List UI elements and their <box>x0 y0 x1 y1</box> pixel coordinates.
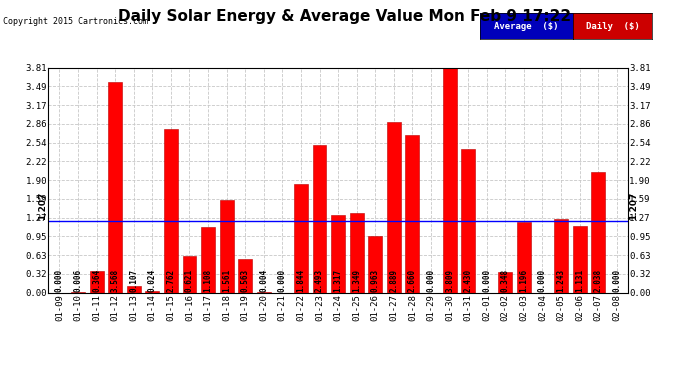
Text: 0.000: 0.000 <box>538 269 547 292</box>
Text: 3.809: 3.809 <box>445 269 454 292</box>
Bar <box>183 256 197 292</box>
Text: 0.000: 0.000 <box>482 269 491 292</box>
Text: 0.621: 0.621 <box>185 269 194 292</box>
Bar <box>331 215 345 292</box>
Bar <box>406 135 420 292</box>
Text: Copyright 2015 Cartronics.com: Copyright 2015 Cartronics.com <box>3 17 148 26</box>
Text: 1.207: 1.207 <box>38 192 47 220</box>
Text: 1.844: 1.844 <box>297 269 306 292</box>
Bar <box>146 291 159 292</box>
Text: 0.963: 0.963 <box>371 269 380 292</box>
Bar <box>201 227 215 292</box>
Text: 2.660: 2.660 <box>408 269 417 292</box>
Text: Average  ($): Average ($) <box>494 22 558 31</box>
Text: 2.038: 2.038 <box>593 269 602 292</box>
Bar <box>313 145 326 292</box>
Text: 1.108: 1.108 <box>204 269 213 292</box>
Text: 0.563: 0.563 <box>241 269 250 292</box>
Bar <box>498 272 512 292</box>
Bar <box>554 219 568 292</box>
Text: 0.000: 0.000 <box>612 269 621 292</box>
Text: 0.024: 0.024 <box>148 269 157 292</box>
Bar <box>368 236 382 292</box>
Text: 3.568: 3.568 <box>110 269 119 292</box>
Text: 0.006: 0.006 <box>74 269 83 292</box>
Text: 2.762: 2.762 <box>166 269 175 292</box>
Text: 0.000: 0.000 <box>278 269 287 292</box>
Text: 1.196: 1.196 <box>520 269 529 292</box>
Text: 1.561: 1.561 <box>222 269 231 292</box>
Bar <box>238 259 252 292</box>
Bar <box>591 172 605 292</box>
Bar <box>573 226 586 292</box>
Bar <box>517 222 531 292</box>
Bar <box>350 213 364 292</box>
Text: 0.000: 0.000 <box>426 269 435 292</box>
Bar <box>387 122 401 292</box>
Text: 2.493: 2.493 <box>315 269 324 292</box>
Bar <box>108 82 122 292</box>
Text: 0.004: 0.004 <box>259 269 268 292</box>
Text: 0.000: 0.000 <box>55 269 64 292</box>
Text: 2.430: 2.430 <box>464 269 473 292</box>
Text: 1.317: 1.317 <box>333 269 343 292</box>
Text: 1.349: 1.349 <box>352 269 361 292</box>
Text: 0.107: 0.107 <box>129 269 138 292</box>
Text: Daily Solar Energy & Average Value Mon Feb 9 17:22: Daily Solar Energy & Average Value Mon F… <box>119 9 571 24</box>
Text: 0.364: 0.364 <box>92 269 101 292</box>
Bar <box>164 129 178 292</box>
Bar <box>294 184 308 292</box>
Text: Daily  ($): Daily ($) <box>586 22 639 31</box>
Text: 1.207: 1.207 <box>629 192 638 220</box>
Bar <box>461 149 475 292</box>
Bar <box>90 271 104 292</box>
Text: 2.889: 2.889 <box>389 269 398 292</box>
Bar <box>442 68 457 292</box>
Text: 0.348: 0.348 <box>501 269 510 292</box>
Bar <box>219 200 234 292</box>
Text: 1.243: 1.243 <box>557 269 566 292</box>
Text: 1.131: 1.131 <box>575 269 584 292</box>
Bar <box>127 286 141 292</box>
